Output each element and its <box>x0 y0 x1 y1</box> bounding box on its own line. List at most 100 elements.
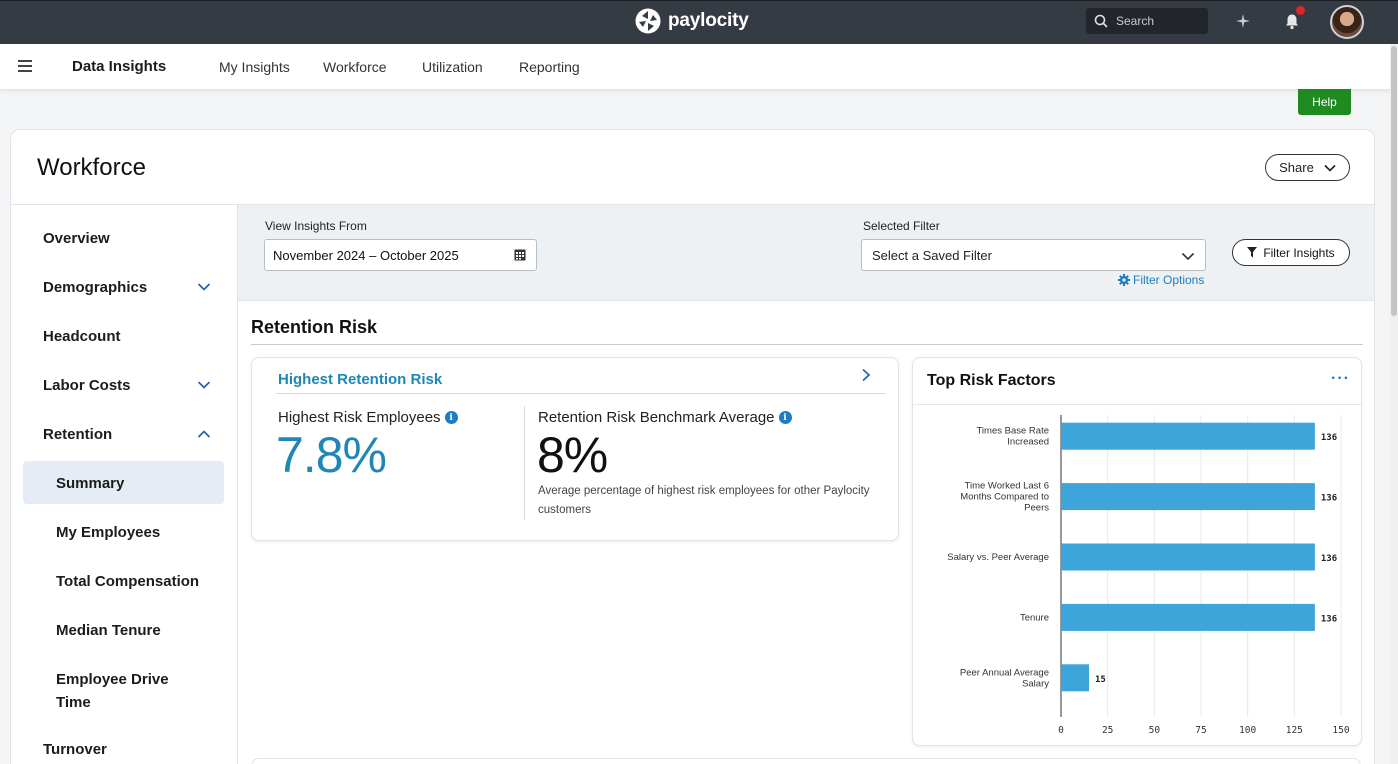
sidebar-item-turnover[interactable]: Turnover <box>43 741 107 758</box>
filter-bar: View Insights From November 2024 – Octob… <box>238 205 1374 301</box>
sub-navigation: Data Insights My Insights Workforce Util… <box>0 44 1398 90</box>
date-range-value: November 2024 – October 2025 <box>273 247 459 263</box>
sidebar-item-overview[interactable]: Overview <box>43 230 110 247</box>
page-title: Workforce <box>37 154 146 181</box>
side-navigation: Overview Demographics Headcount Labor Co… <box>11 205 238 764</box>
x-tick-label: 50 <box>1149 725 1161 736</box>
share-label: Share <box>1279 160 1314 175</box>
brand-name: paylocity <box>668 10 749 31</box>
bar <box>1061 603 1315 631</box>
nav-my-insights[interactable]: My Insights <box>219 59 290 75</box>
top-risk-factors-tile: Top Risk Factors ··· 136 Times Base Rate I… <box>912 357 1362 746</box>
workforce-card: Workforce Share Overview Demographics He… <box>10 129 1375 764</box>
sparkle-icon[interactable] <box>1232 10 1254 32</box>
x-tick-label: 25 <box>1102 725 1113 736</box>
chevron-right-icon[interactable] <box>860 368 872 382</box>
bar <box>1061 422 1315 450</box>
category-label: Time Worked Last 6 <box>965 481 1049 492</box>
scrollbar-track[interactable] <box>1390 44 1398 764</box>
app-title: Data Insights <box>72 58 167 75</box>
chart-title: Top Risk Factors <box>927 372 1056 389</box>
search-icon <box>1094 14 1108 28</box>
bell-icon[interactable] <box>1281 6 1305 32</box>
section-title: Retention Risk <box>251 317 378 337</box>
section-divider <box>251 344 1363 345</box>
saved-filter-select[interactable]: Select a Saved Filter <box>861 239 1206 271</box>
x-tick-label: 100 <box>1239 725 1256 736</box>
filter-options-label: Filter Options <box>1133 273 1205 287</box>
sidebar-item-retention[interactable]: Retention <box>43 426 113 443</box>
x-tick-label: 125 <box>1286 725 1303 736</box>
bar-value-label: 136 <box>1321 614 1337 624</box>
info-icon[interactable]: i <box>778 411 792 424</box>
category-label: Months Compared to <box>960 492 1049 503</box>
sidebar-item-labor-costs[interactable]: Labor Costs <box>43 377 131 394</box>
benchmark-label: Retention Risk Benchmark Average <box>538 409 775 426</box>
funnel-icon <box>1247 247 1258 258</box>
nav-reporting[interactable]: Reporting <box>519 59 580 75</box>
info-icon[interactable]: i <box>444 411 458 424</box>
sidebar-subitem-employee-drive-time[interactable]: Employee Drive Time <box>56 671 169 711</box>
filter-insights-label: Filter Insights <box>1263 245 1335 260</box>
sidebar-item-headcount[interactable]: Headcount <box>43 328 121 345</box>
sidebar-item-demographics[interactable]: Demographics <box>43 279 148 296</box>
view-insights-label: View Insights From <box>265 219 367 233</box>
chevron-down-icon <box>1181 252 1195 261</box>
calendar-icon[interactable] <box>514 249 526 261</box>
more-options-icon[interactable]: ··· <box>1331 370 1350 387</box>
paylocity-mark-icon <box>635 8 661 34</box>
paylocity-logo[interactable]: paylocity <box>634 6 749 36</box>
tile-divider <box>913 404 1361 405</box>
bar <box>1061 543 1315 571</box>
bar-value-label: 136 <box>1321 494 1337 504</box>
sidebar-active-highlight <box>23 461 224 504</box>
nav-utilization[interactable]: Utilization <box>422 59 483 75</box>
category-label: Salary vs. Peer Average <box>947 552 1049 563</box>
bar <box>1061 483 1315 511</box>
chevron-down-icon[interactable] <box>197 378 211 392</box>
category-label: Salary <box>1022 678 1049 689</box>
search-box[interactable]: Search <box>1086 8 1208 34</box>
date-range-picker[interactable]: November 2024 – October 2025 <box>264 239 537 271</box>
x-tick-label: 75 <box>1195 725 1206 736</box>
scrollbar-thumb[interactable] <box>1391 46 1397 316</box>
sidebar-subitem-summary[interactable]: Summary <box>56 475 125 492</box>
tile-divider <box>276 393 886 394</box>
highest-risk-label: Highest Risk Employees <box>278 409 441 426</box>
category-label: Increased <box>1007 437 1049 448</box>
notification-dot <box>1296 6 1305 15</box>
chevron-up-icon[interactable] <box>197 427 211 441</box>
category-label: Peers <box>1024 503 1049 514</box>
top-bar: paylocity Search <box>0 0 1398 44</box>
divider <box>11 204 1374 205</box>
sidebar-subitem-total-compensation[interactable]: Total Compensation <box>56 573 200 590</box>
gear-icon <box>1118 274 1130 286</box>
highest-risk-value: 7.8% <box>276 427 387 483</box>
category-label: Times Base Rate <box>976 426 1049 437</box>
x-tick-label: 0 <box>1058 725 1064 736</box>
tile-title[interactable]: Highest Retention Risk <box>278 371 443 388</box>
category-label: Peer Annual Average <box>960 667 1049 678</box>
share-button[interactable]: Share <box>1265 154 1350 181</box>
highest-retention-risk-tile[interactable]: Highest Retention Risk Highest Risk Empl… <box>251 357 899 541</box>
filter-options-link[interactable]: Filter Options <box>1118 273 1204 287</box>
menu-icon[interactable] <box>18 60 32 72</box>
next-tile <box>251 758 1361 764</box>
metric-label: Highest Risk Employees i <box>278 409 458 426</box>
sidebar-subitem-my-employees[interactable]: My Employees <box>56 524 161 541</box>
bar <box>1061 664 1089 692</box>
metric-label: Retention Risk Benchmark Average i <box>538 409 792 426</box>
selected-filter-label: Selected Filter <box>863 219 940 233</box>
chevron-down-icon[interactable] <box>197 280 211 294</box>
bar-value-label: 136 <box>1321 554 1337 564</box>
filter-insights-button[interactable]: Filter Insights <box>1232 239 1350 266</box>
benchmark-description: Average percentage of highest risk emplo… <box>538 485 870 516</box>
chevron-down-icon <box>1324 164 1336 172</box>
category-label: Tenure <box>1020 612 1049 623</box>
nav-workforce[interactable]: Workforce <box>323 59 387 75</box>
sidebar-subitem-median-tenure[interactable]: Median Tenure <box>56 622 161 639</box>
bar-value-label: 136 <box>1321 433 1337 443</box>
help-button[interactable]: Help <box>1298 89 1351 115</box>
user-avatar[interactable] <box>1330 5 1364 39</box>
